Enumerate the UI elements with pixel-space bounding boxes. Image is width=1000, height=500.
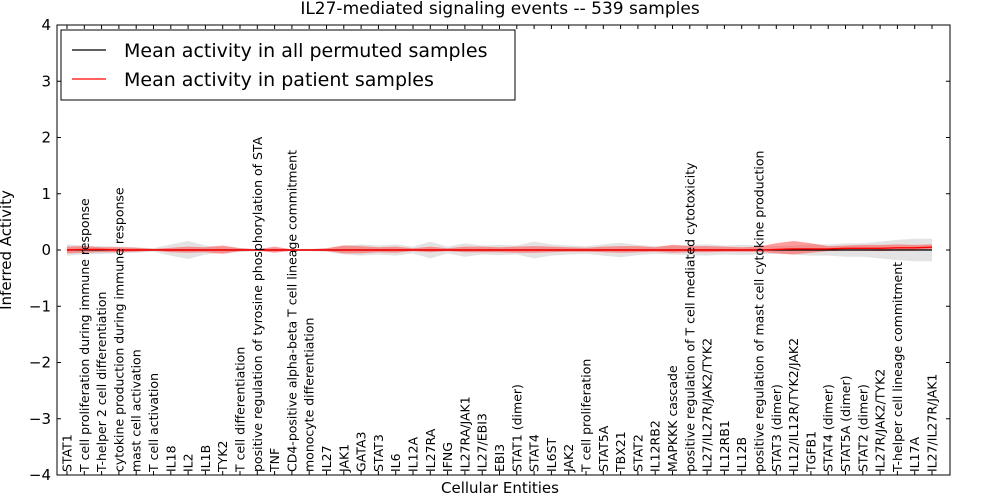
x-tick-label: T-helper cell lineage commitment [890, 262, 905, 473]
x-tick-label: T-helper 2 cell differentiation [94, 292, 109, 473]
x-tick-label: IL27R/JAK2/TYK2 [873, 369, 888, 472]
series-lines [66, 246, 933, 251]
x-tick-label: T cell proliferation [579, 359, 594, 473]
x-tick-label: IL12A [406, 436, 421, 472]
x-tick-label: IL27RA/JAK1 [457, 396, 472, 472]
x-tick-label: cytokine production during immune respon… [111, 187, 126, 472]
x-tick-label: STAT3 (dimer) [769, 384, 784, 472]
x-tick-label: monocyte differentiation [302, 318, 317, 472]
x-tick-label: IL6 [388, 453, 403, 472]
y-tick-label: 1 [41, 185, 51, 203]
x-tick-label: IL12RB1 [717, 420, 732, 472]
x-tick-label: T cell proliferation during immune respo… [77, 198, 92, 473]
x-tick-label: positive regulation of mast cell cytokin… [752, 151, 767, 472]
x-tick-label: IL27/IL27R/JAK2/TYK2 [700, 338, 715, 472]
x-tick-label: STAT1 [60, 434, 75, 472]
x-tick-label: positive regulation of tyrosine phosphor… [250, 136, 265, 472]
x-tick-label: STAT3 [371, 434, 386, 472]
legend-label: Mean activity in all permuted samples [124, 40, 487, 62]
y-axis-label: Inferred Activity [0, 190, 15, 310]
x-tick-label: TNF [267, 448, 282, 473]
y-tick-label: 2 [41, 129, 51, 147]
y-tick-label: 3 [41, 72, 51, 90]
x-tick-label: STAT2 (dimer) [855, 384, 870, 472]
y-tick-label: −2 [29, 354, 51, 372]
band-patient [67, 241, 932, 255]
legend: Mean activity in all permuted samples Mea… [60, 29, 516, 101]
x-tick-label: STAT5A (dimer) [838, 376, 853, 472]
chart-title: IL27-mediated signaling events -- 539 sa… [300, 0, 700, 19]
y-tick-label: 0 [41, 241, 51, 259]
x-tick-label: IL12/IL12R/TYK2/JAK2 [786, 338, 801, 472]
plot-frame [56, 24, 951, 476]
line-patient [66, 246, 933, 251]
axis-ticks: −4 −3 −2 −1 0 1 2 3 4 [29, 16, 950, 484]
x-tick-label: MAPKKK cascade [665, 365, 680, 472]
x-tick-label: TGFB1 [803, 431, 818, 473]
x-tick-label: TBX21 [613, 431, 628, 473]
x-tick-label: STAT4 [527, 434, 542, 472]
x-tick-label: GATA3 [354, 432, 369, 472]
x-tick-label: STAT2 [630, 434, 645, 472]
x-tick-label: TYK2 [215, 441, 230, 473]
x-tick-label: EBI3 [492, 444, 507, 472]
x-tick-label: positive regulation of T cell mediated c… [682, 162, 697, 472]
x-tick-label: mast cell activation [129, 349, 144, 472]
x-tick-label: IL27/EBI3 [475, 413, 490, 472]
x-tick-label: T cell activation [146, 373, 161, 473]
x-axis-label: Cellular Entities [441, 479, 559, 497]
legend-box [60, 29, 516, 101]
x-tick-label: IL18 [163, 445, 178, 472]
x-tick-label: STAT1 (dimer) [509, 384, 524, 472]
x-tick-labels: STAT1 T cell proliferation during immune … [60, 136, 940, 473]
x-tick-label: JAK2 [561, 444, 576, 473]
x-tick-label: IL12RB2 [648, 420, 663, 472]
x-tick-label: IL27RA [423, 428, 438, 472]
x-tick-label: IL17A [907, 436, 922, 472]
y-tick-label: −3 [29, 410, 51, 428]
x-tick-label: IL27/IL27R/JAK1 [925, 374, 940, 472]
x-tick-label: IL12B [734, 437, 749, 472]
x-tick-label: IL27 [319, 445, 334, 472]
x-tick-label: STAT5A [596, 425, 611, 472]
y-tick-label: −1 [29, 297, 51, 315]
x-tick-label: STAT4 (dimer) [821, 384, 836, 472]
x-tick-label: IL1B [198, 445, 213, 472]
x-tick-label: JAK1 [336, 444, 351, 473]
x-tick-label: CD4-positive alpha-beta T cell lineage c… [284, 150, 299, 472]
y-tick-label: 4 [41, 16, 51, 34]
x-tick-label: IL6ST [544, 437, 559, 472]
legend-label: Mean activity in patient samples [124, 69, 434, 91]
x-tick-label: IFNG [440, 442, 455, 472]
x-tick-label: T cell differentiation [233, 347, 248, 473]
y-tick-label: −4 [29, 466, 51, 484]
x-tick-label: IL2 [181, 453, 196, 472]
